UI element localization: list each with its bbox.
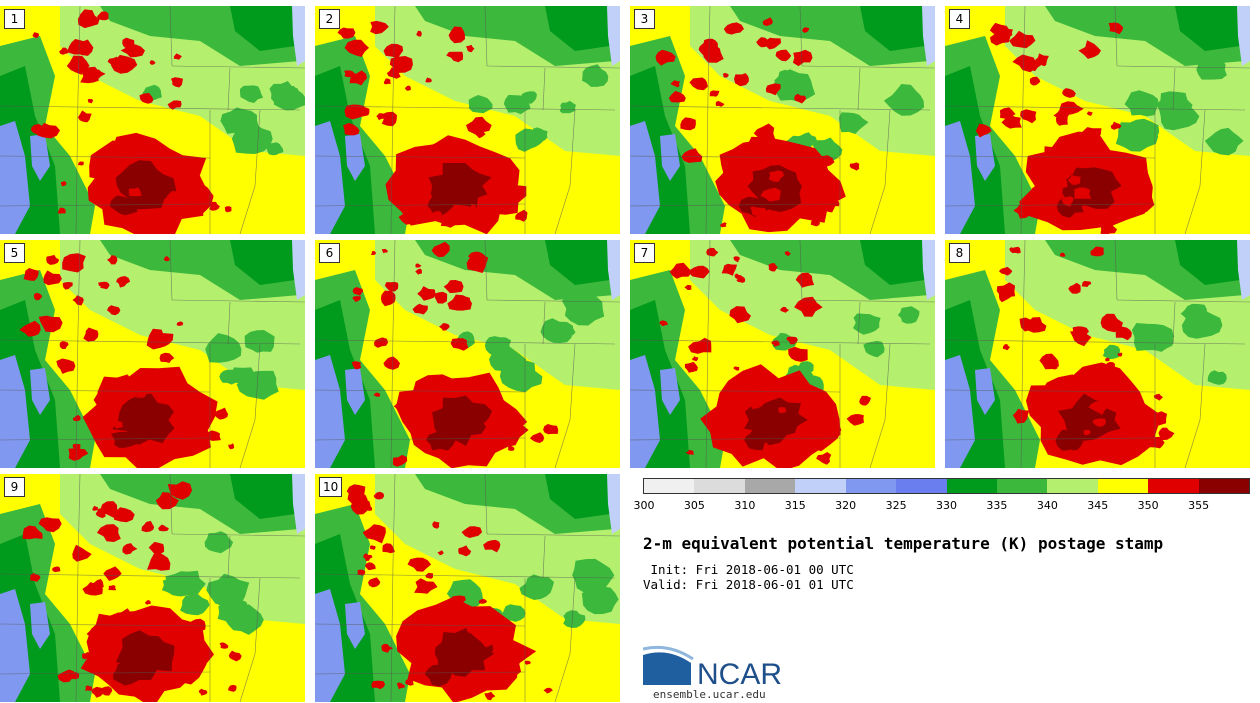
colorbar-tick-label: 330: [936, 499, 957, 512]
colorbar-swatch: [644, 479, 695, 493]
panel-number: 3: [634, 9, 655, 29]
colorbar-tick-label: 305: [683, 499, 705, 512]
map-panel-9: 9: [0, 474, 305, 702]
logo-text: NCAR: [697, 658, 782, 689]
map-field: [0, 6, 305, 234]
map-panel-10: 10: [315, 474, 620, 702]
panel-number: 5: [4, 243, 25, 263]
colorbar-swatch: [896, 479, 947, 493]
colorbar-swatch: [996, 479, 1048, 493]
figure-title: 2-m equivalent potential temperature (K)…: [643, 534, 1164, 553]
colorbar-swatch: [1148, 479, 1199, 493]
map-field: [945, 240, 1250, 468]
colorbar-tick-label: 345: [1087, 499, 1109, 512]
panel-number: 8: [949, 243, 970, 263]
colorbar-tick-label: 315: [784, 499, 806, 512]
panel-number: 4: [949, 9, 970, 29]
map-field: [315, 6, 620, 234]
colorbar-swatch: [845, 479, 897, 493]
colorbar-swatch: [946, 479, 997, 493]
colorbar-swatch: [1047, 479, 1098, 493]
colorbar-tick-label: 320: [835, 499, 857, 512]
map-panel-7: 7: [630, 240, 935, 468]
map-field: [315, 474, 620, 702]
colorbar-tick-label: 325: [885, 499, 907, 512]
map-panel-8: 8: [945, 240, 1250, 468]
map-field: [0, 240, 305, 468]
colorbar-swatch: [1198, 479, 1250, 493]
map-field: [315, 240, 620, 468]
colorbar-tick-label: 340: [1036, 499, 1058, 512]
colorbar-tick-label: 355: [1188, 499, 1210, 512]
colorbar-tick-label: 310: [734, 499, 756, 512]
init-time: Init: Fri 2018-06-01 00 UTC: [643, 562, 854, 577]
colorbar-tick-label: 335: [986, 499, 1008, 512]
colorbar: [643, 478, 1250, 494]
map-panel-6: 6: [315, 240, 620, 468]
panel-number: 7: [634, 243, 655, 263]
panel-number: 10: [319, 477, 343, 497]
logo-url: ensemble.ucar.edu: [653, 688, 766, 701]
map-field: [630, 6, 935, 234]
map-field: [0, 474, 305, 702]
panel-number: 1: [4, 9, 25, 29]
map-panel-4: 4: [945, 6, 1250, 234]
ncar-logo: NCAR: [643, 645, 782, 689]
panel-number: 2: [319, 9, 340, 29]
colorbar-tick-label: 300: [633, 499, 655, 512]
map-panel-3: 3: [630, 6, 935, 234]
colorbar-swatch: [744, 479, 796, 493]
map-panel-2: 2: [315, 6, 620, 234]
map-panel-1: 1: [0, 6, 305, 234]
map-field: [945, 6, 1250, 234]
map-panel-5: 5: [0, 240, 305, 468]
valid-time: Valid: Fri 2018-06-01 01 UTC: [643, 577, 854, 592]
panel-number: 9: [4, 477, 25, 497]
colorbar-swatch: [694, 479, 745, 493]
colorbar-swatch: [795, 479, 846, 493]
panel-number: 6: [319, 243, 340, 263]
colorbar-swatch: [1097, 479, 1149, 493]
colorbar-tick-label: 350: [1137, 499, 1159, 512]
map-field: [630, 240, 935, 468]
